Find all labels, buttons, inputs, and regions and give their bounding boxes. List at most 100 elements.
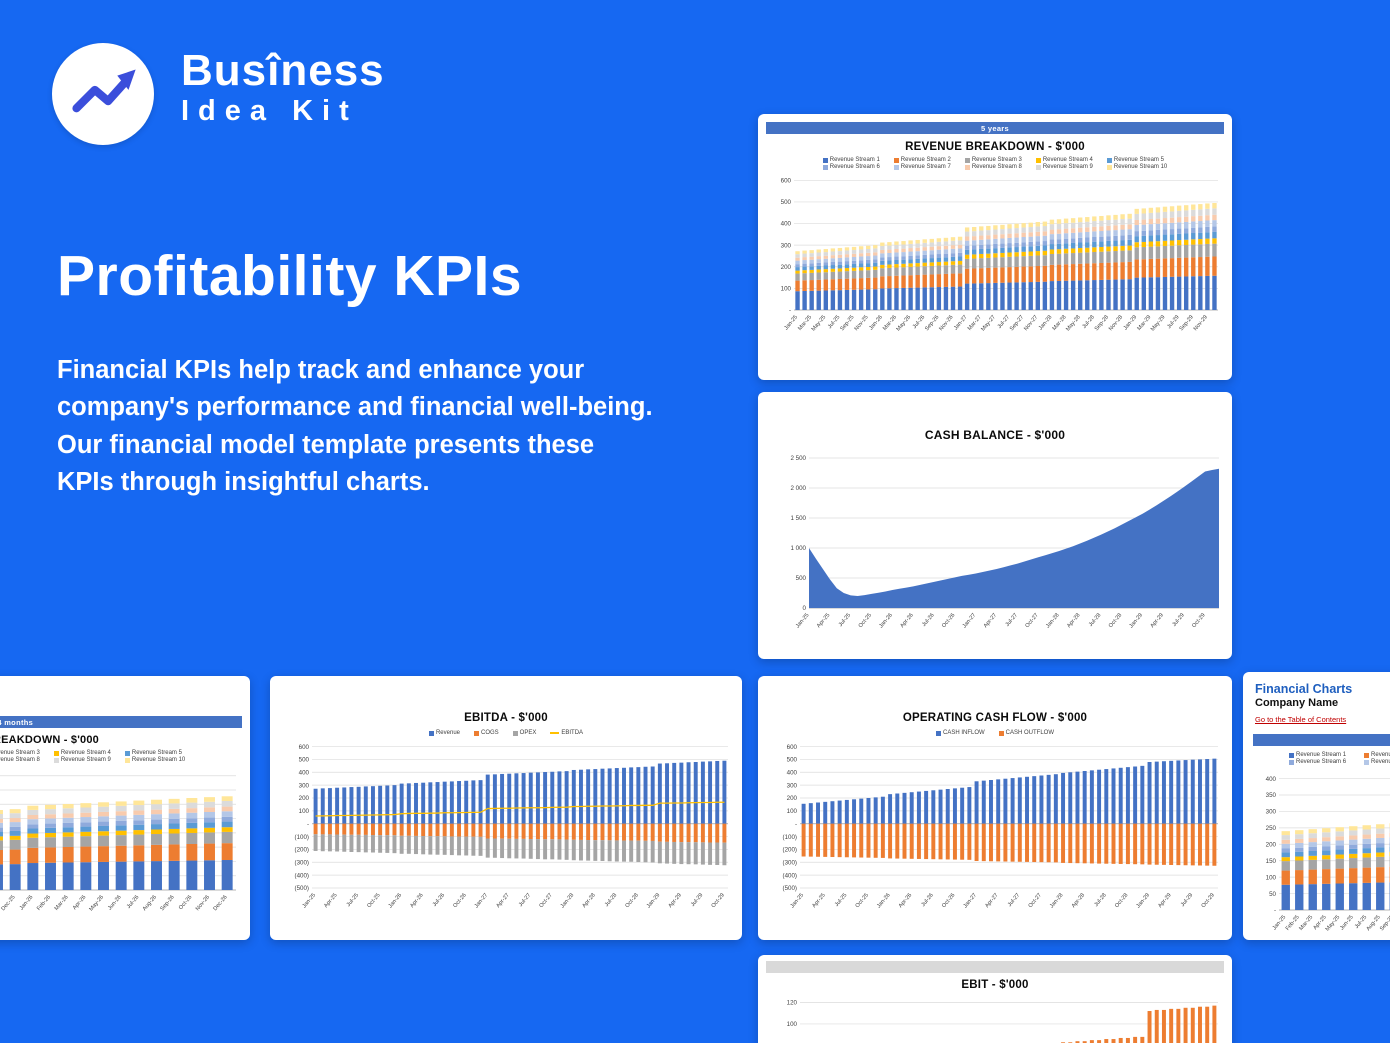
svg-text:(400): (400) [295,872,309,879]
svg-text:Jul-25: Jul-25 [838,612,852,628]
svg-text:Feb-26: Feb-26 [36,894,52,911]
financial-charts-header: Financial Charts Company Name Go to the … [1243,672,1390,727]
svg-text:May-29: May-29 [1150,314,1167,332]
svg-text:Jul-27: Jul-27 [518,892,532,908]
legend-item: Revenue Stream 3 [964,157,1022,163]
ebitda-chart: 600 500 400 300 200 100 - (100) (200) (300) (400) (… [295,744,728,909]
svg-text:Apr-27: Apr-27 [495,892,510,909]
period-header-5-years: 5 years [766,122,1224,134]
legend-item: CASH INFLOW [935,730,985,736]
svg-text:Jul-29: Jul-29 [690,892,704,908]
svg-text:120: 120 [787,1000,798,1007]
svg-text:Apr-29: Apr-29 [668,892,683,909]
svg-text:2 000: 2 000 [791,485,807,492]
svg-text:(100): (100) [295,834,309,841]
svg-text:Apr-27: Apr-27 [983,612,998,629]
svg-text:(300): (300) [295,859,309,866]
legend-marker [428,730,434,736]
svg-text:500: 500 [781,199,792,206]
legend-label: Revenue Stream 8 [971,164,1022,170]
chart-title-ebitda: EBITDA - $'000 [464,712,548,724]
legend-label: Revenue Stream 7 [900,164,951,170]
svg-text:Oct-29: Oct-29 [1201,892,1216,909]
svg-text:400: 400 [787,769,798,776]
svg-text:Oct-27: Oct-27 [1028,892,1043,909]
svg-text:500: 500 [299,757,310,764]
legend-label: Revenue Stream 3 [0,750,40,756]
svg-text:Oct-28: Oct-28 [1114,892,1129,909]
svg-text:300: 300 [781,242,792,249]
legend-marker [822,157,828,163]
svg-text:100: 100 [787,808,798,815]
svg-text:Jul-26: Jul-26 [920,892,934,908]
legend-item: Revenue Stream 7 [893,164,951,170]
svg-text:Oct-27: Oct-27 [1024,612,1039,629]
svg-text:Sep-26: Sep-26 [160,894,176,912]
svg-text:Nov-29: Nov-29 [1193,314,1209,332]
legend-label: Revenue Stream 6 [1296,759,1347,765]
svg-text:Apr-25: Apr-25 [811,892,826,909]
legend-item: Revenue Stream 9 [1035,164,1093,170]
legend-marker [124,750,130,756]
svg-text:Jan-27: Jan-27 [962,612,978,629]
legend-label: Revenue Stream 7 [1371,759,1390,765]
svg-text:Oct-26: Oct-26 [452,892,467,909]
chart-legend: CASH INFLOW CASH OUTFLOW [758,730,1232,736]
svg-text:Oct-29: Oct-29 [1191,612,1206,629]
svg-text:(300): (300) [783,859,797,866]
chart-title-revenue-breakdown-5y: REVENUE BREAKDOWN - $'000 [905,141,1085,153]
panel-revenue-breakdown-24m: 24 months REVENUE BREAKDOWN - $'000 Reve… [0,676,250,940]
legend-label: EBITDA [561,730,584,736]
svg-text:Jul-29: Jul-29 [1171,612,1185,628]
ebit-header-strip [766,961,1224,973]
legend-marker [1106,157,1112,163]
period-header-mini [1253,734,1390,746]
svg-text:Jan-28: Jan-28 [560,892,576,909]
svg-text:Nov-25: Nov-25 [854,314,870,332]
svg-text:Apr-27: Apr-27 [984,892,999,909]
legend-item: Revenue Stream 9 [53,757,111,763]
panel-cash-balance: CASH BALANCE - $'000 2 500 2 000 1 500 1 00… [758,392,1232,659]
svg-text:100: 100 [299,808,310,815]
legend-item: Revenue Stream 8 [964,164,1022,170]
brand-logo [52,43,154,145]
svg-text:-: - [789,307,791,314]
page-description: Financial KPIs help track and enhance yo… [57,356,653,497]
svg-text:Sep-28: Sep-28 [1094,314,1110,332]
legend-marker [964,157,970,163]
legend-marker [1035,157,1041,163]
svg-text:Apr-26: Apr-26 [898,892,913,909]
svg-text:300: 300 [1266,809,1277,816]
svg-text:Jul-28: Jul-28 [604,892,618,908]
financial-charts-title: Financial Charts [1255,682,1353,696]
table-of-contents-link[interactable]: Go to the Table of Contents [1255,715,1347,724]
svg-text:Apr-25: Apr-25 [816,612,831,629]
svg-text:Apr-28: Apr-28 [1071,892,1086,909]
chart-legend: Revenue COGS OPEX EBITDA [270,730,742,736]
panel-operating-cash-flow: OPERATING CASH FLOW - $'000 CASH INFLOW C… [758,676,1232,940]
chart-title-ebit: EBIT - $'000 [961,979,1029,991]
svg-text:Jul-25: Jul-25 [346,892,360,908]
svg-text:100: 100 [781,286,792,293]
chart-title-operating-cash-flow: OPERATING CASH FLOW - $'000 [902,712,1088,724]
svg-text:Jul-27: Jul-27 [1007,892,1021,908]
svg-text:500: 500 [787,757,798,764]
svg-text:Jul-26: Jul-26 [126,894,140,910]
svg-text:Apr-26: Apr-26 [72,894,87,911]
svg-text:(100): (100) [783,834,797,841]
svg-text:Aug-26: Aug-26 [142,894,158,912]
legend-label: Revenue Stream 4 [1042,157,1093,163]
svg-text:May-25: May-25 [1325,914,1342,932]
panel-financial-charts: Financial Charts Company Name Go to the … [1243,672,1390,940]
legend-marker [893,157,899,163]
legend-marker [512,730,518,736]
svg-text:350: 350 [1266,792,1277,799]
legend-item: Revenue Stream 6 [1289,759,1346,765]
revenue-breakdown-mini-chart: 40035030025020015010050-Jan-25Feb-25Mar-… [1266,776,1390,933]
legend-label: Revenue Stream 10 [1113,164,1168,170]
svg-text:Nov-27: Nov-27 [1023,314,1039,332]
legend-marker [822,164,828,170]
legend-label: CASH INFLOW [942,730,985,736]
